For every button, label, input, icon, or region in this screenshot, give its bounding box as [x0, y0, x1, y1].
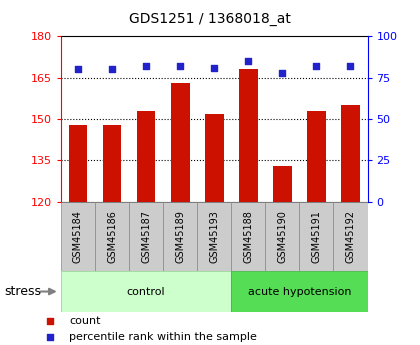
Point	[109, 67, 116, 72]
Text: stress: stress	[4, 285, 41, 298]
Bar	[333, 202, 368, 271]
Text: GSM45189: GSM45189	[175, 210, 185, 263]
Text: percentile rank within the sample: percentile rank within the sample	[69, 332, 257, 342]
Bar	[273, 166, 292, 202]
Bar	[163, 202, 197, 271]
Text: count: count	[69, 316, 101, 326]
Bar	[136, 111, 155, 202]
Bar	[171, 83, 189, 202]
Point	[313, 63, 320, 69]
Text: GSM45191: GSM45191	[311, 210, 321, 263]
Bar	[102, 125, 121, 202]
Bar	[197, 202, 231, 271]
Point	[279, 70, 286, 76]
Bar	[95, 202, 129, 271]
Text: control: control	[127, 287, 165, 296]
Bar	[61, 271, 231, 312]
Bar	[299, 202, 333, 271]
Bar	[68, 125, 87, 202]
Text: GSM45190: GSM45190	[277, 210, 287, 263]
Text: GSM45186: GSM45186	[107, 210, 117, 263]
Point	[177, 63, 184, 69]
Bar	[231, 271, 368, 312]
Bar	[61, 202, 95, 271]
Bar	[205, 114, 223, 202]
Point	[75, 67, 81, 72]
Point	[211, 65, 218, 70]
Text: GSM45192: GSM45192	[346, 210, 355, 263]
Bar	[265, 202, 299, 271]
Text: acute hypotension: acute hypotension	[248, 287, 351, 296]
Bar	[231, 202, 265, 271]
Text: GSM45187: GSM45187	[141, 210, 151, 263]
Point	[245, 58, 252, 64]
Bar	[129, 202, 163, 271]
Point	[47, 319, 54, 324]
Text: GDS1251 / 1368018_at: GDS1251 / 1368018_at	[129, 12, 291, 26]
Text: GSM45193: GSM45193	[209, 210, 219, 263]
Point	[143, 63, 150, 69]
Point	[47, 334, 54, 339]
Text: GSM45184: GSM45184	[73, 210, 83, 263]
Point	[347, 63, 354, 69]
Text: GSM45188: GSM45188	[243, 210, 253, 263]
Bar	[239, 69, 257, 202]
Bar	[341, 105, 360, 202]
Bar	[307, 111, 326, 202]
